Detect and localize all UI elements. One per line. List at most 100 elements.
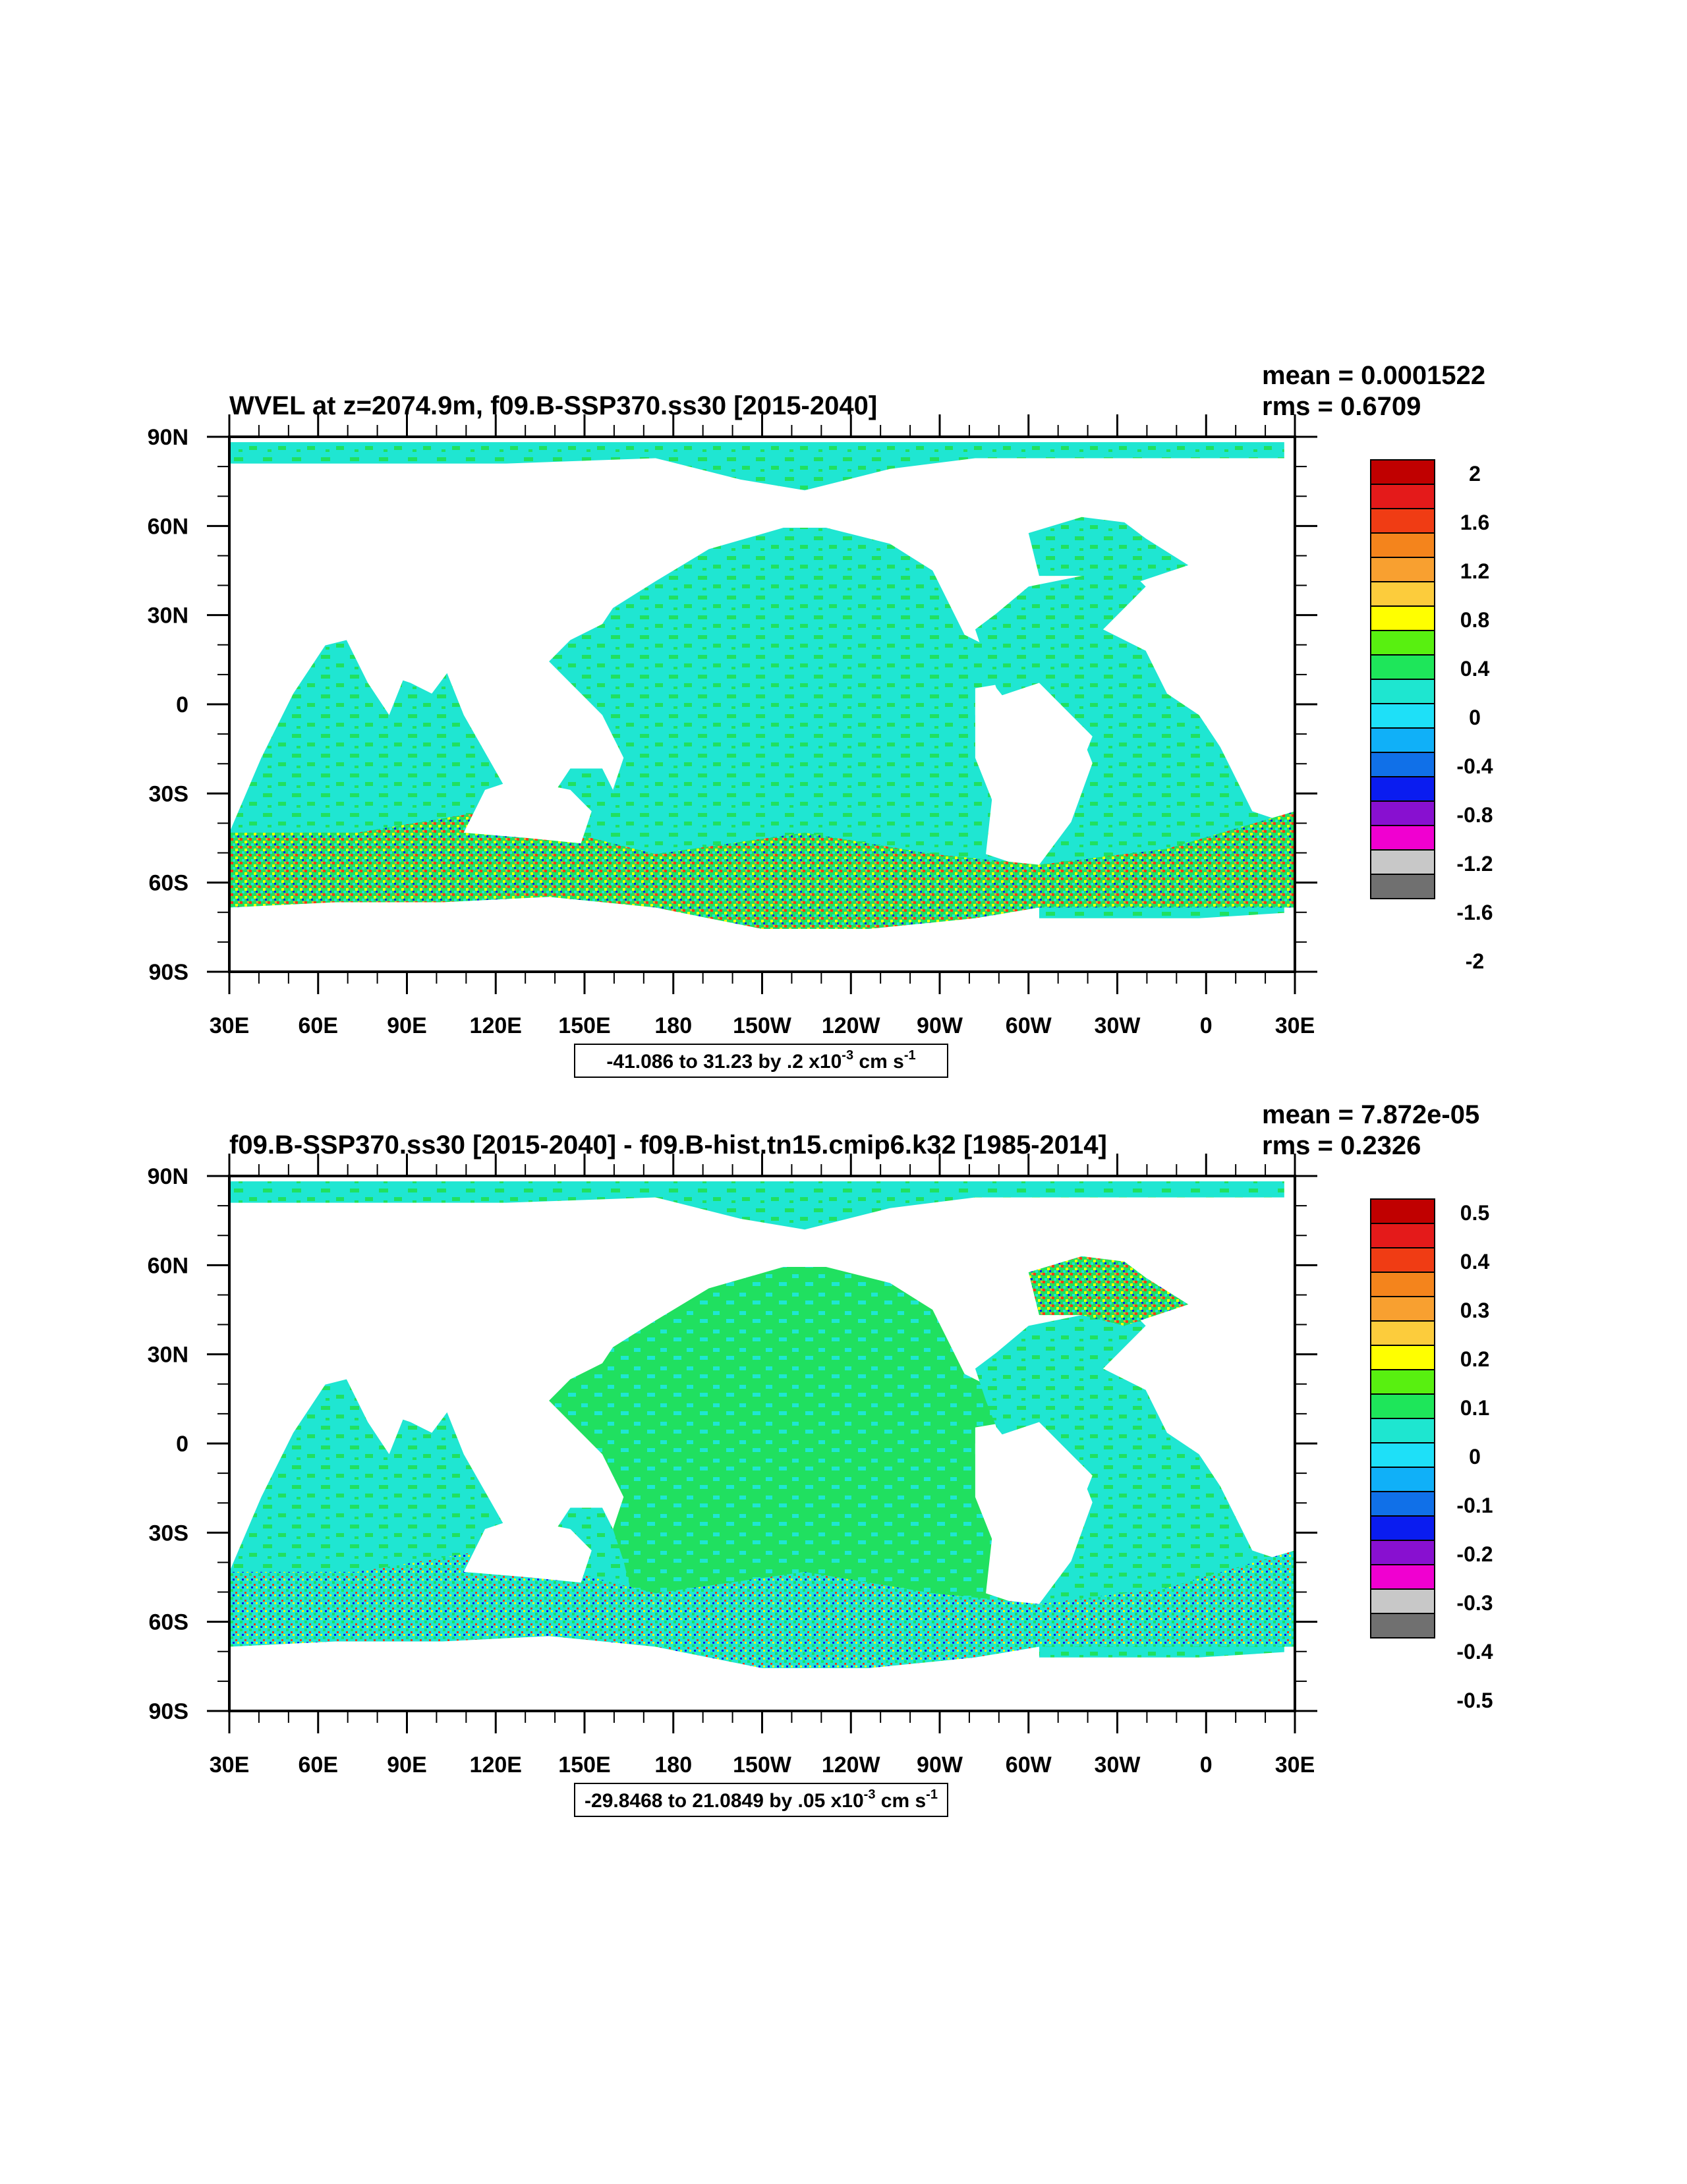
colorbar-swatch xyxy=(1370,776,1435,802)
colorbar-swatch xyxy=(1370,1491,1435,1517)
colorbar-label: 0.4 xyxy=(1460,657,1490,681)
colorbar-swatch xyxy=(1370,874,1435,899)
arctic-strip xyxy=(229,442,1284,491)
colorbar-swatch xyxy=(1370,1320,1435,1346)
southern-ocean xyxy=(229,811,1295,930)
colorbar-swatch xyxy=(1370,1418,1435,1443)
lon-label: 180 xyxy=(654,1013,692,1038)
colorbar-swatch xyxy=(1370,727,1435,753)
colorbar-label: 0.8 xyxy=(1460,608,1489,632)
lat-label: 60N xyxy=(148,514,188,539)
lon-label: 90W xyxy=(917,1752,963,1778)
colorbar-label: 0 xyxy=(1469,706,1481,729)
colorbar-label: -0.3 xyxy=(1456,1591,1493,1615)
lon-label: 150E xyxy=(558,1752,610,1778)
lat-label: 60N xyxy=(148,1253,188,1278)
contour-info-part: -29.8468 to 21.0849 by .05 x10 xyxy=(585,1790,864,1812)
lon-label: 0 xyxy=(1200,1752,1213,1778)
colorbar-label: 0.2 xyxy=(1460,1347,1489,1371)
lat-label: 60S xyxy=(149,1610,189,1635)
lon-label: 120W xyxy=(822,1013,881,1038)
lat-label: 90S xyxy=(149,960,189,985)
colorbar-swatch xyxy=(1370,1272,1435,1297)
colorbar-label: 0.4 xyxy=(1460,1250,1490,1274)
colorbar-swatch xyxy=(1370,557,1435,582)
colorbar-swatch xyxy=(1370,581,1435,607)
australia-land xyxy=(463,779,592,844)
north-atlantic-sea xyxy=(1028,1256,1189,1326)
lat-label: 30N xyxy=(148,603,188,629)
colorbar-swatch xyxy=(1370,484,1435,509)
colorbar-swatch xyxy=(1370,1223,1435,1248)
contour-info-part: -3 xyxy=(864,1787,876,1802)
colorbar-label: 1.2 xyxy=(1460,559,1489,583)
lon-label: 60W xyxy=(1006,1752,1052,1778)
australia-land xyxy=(463,1518,592,1583)
colorbar-swatch xyxy=(1370,1588,1435,1614)
lon-label: 150E xyxy=(558,1013,610,1038)
lon-label: 120W xyxy=(822,1752,881,1778)
lon-label: 90E xyxy=(387,1752,427,1778)
lat-label: 0 xyxy=(176,1432,188,1457)
colorbar-swatch xyxy=(1370,703,1435,729)
colorbar-swatch xyxy=(1370,1515,1435,1541)
contour-info-part: cm s xyxy=(853,1051,904,1073)
lon-label: 30E xyxy=(1275,1752,1315,1778)
lon-label: 60W xyxy=(1006,1013,1052,1038)
contour-info-part: -1 xyxy=(926,1787,938,1802)
ocean-field xyxy=(229,442,1295,972)
colorbar-swatch xyxy=(1370,849,1435,875)
colorbar-swatch xyxy=(1370,1247,1435,1273)
colorbar-swatch xyxy=(1370,825,1435,851)
lon-label: 60E xyxy=(299,1752,339,1778)
lon-label: 30W xyxy=(1095,1752,1141,1778)
map-panel: f09.B-SSP370.ss30 [2015-2040] - f09.B-hi… xyxy=(148,1100,1493,1817)
antarctica-land xyxy=(229,1668,1295,1711)
colorbar-label: 0.1 xyxy=(1460,1396,1489,1420)
contour-info-part: -41.086 to 31.23 by .2 x10 xyxy=(606,1051,842,1073)
lat-label: 0 xyxy=(176,692,188,717)
lat-label: 30N xyxy=(148,1343,188,1368)
lat-label: 90N xyxy=(148,1164,188,1189)
colorbar-label: 1.6 xyxy=(1460,511,1489,534)
colorbar-swatch xyxy=(1370,532,1435,558)
colorbar-label: -0.4 xyxy=(1456,754,1493,778)
southern-ocean xyxy=(229,1550,1295,1669)
colorbar-label: 0.5 xyxy=(1460,1201,1489,1225)
map-panel: WVEL at z=2074.9m, f09.B-SSP370.ss30 [20… xyxy=(148,361,1493,1078)
lon-label: 0 xyxy=(1200,1013,1213,1038)
contour-info-part: cm s xyxy=(875,1790,926,1812)
lon-label: 90E xyxy=(387,1013,427,1038)
colorbar-swatch xyxy=(1370,1296,1435,1322)
mean-stat: mean = 0.0001522 xyxy=(1262,361,1485,390)
colorbar-swatch xyxy=(1370,752,1435,777)
contour-info-text: -29.8468 to 21.0849 by .05 x10-3 cm s-1 xyxy=(585,1787,938,1812)
colorbar-swatch xyxy=(1370,459,1435,485)
colorbar-label: -1.6 xyxy=(1456,901,1493,924)
lon-label: 90W xyxy=(917,1013,963,1038)
colorbar-swatch xyxy=(1370,1540,1435,1565)
rms-stat: rms = 0.6709 xyxy=(1262,392,1421,421)
colorbar-swatch xyxy=(1370,605,1435,631)
contour-info-box xyxy=(574,1783,948,1817)
lon-label: 30E xyxy=(1275,1013,1315,1038)
contour-info-part: -3 xyxy=(842,1048,853,1063)
colorbar-swatch xyxy=(1370,630,1435,656)
colorbar-swatch xyxy=(1370,1613,1435,1638)
colorbar-label: -0.4 xyxy=(1456,1640,1493,1664)
colorbar-swatch xyxy=(1370,1198,1435,1224)
colorbar-swatch xyxy=(1370,1467,1435,1492)
lon-label: 60E xyxy=(299,1013,339,1038)
colorbar-label: -1.2 xyxy=(1456,852,1493,876)
lon-label: 120E xyxy=(470,1013,522,1038)
pacific-ocean xyxy=(549,528,1018,887)
colorbar-label: 0.3 xyxy=(1460,1299,1489,1322)
colorbar-label: -2 xyxy=(1466,949,1484,973)
south-america-land xyxy=(975,1422,1093,1604)
colorbar-swatch xyxy=(1370,679,1435,704)
mean-stat: mean = 7.872e-05 xyxy=(1262,1100,1479,1129)
colorbar-label: -0.1 xyxy=(1456,1494,1493,1517)
plot-title: WVEL at z=2074.9m, f09.B-SSP370.ss30 [20… xyxy=(229,391,877,420)
lat-label: 30S xyxy=(149,1521,189,1546)
